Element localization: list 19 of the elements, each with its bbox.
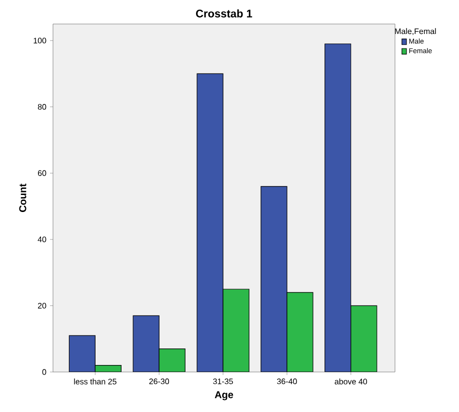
y-tick-label: 80 bbox=[38, 104, 46, 110]
x-axis-title: Age bbox=[214, 391, 234, 400]
bar bbox=[286, 292, 314, 372]
bar bbox=[222, 288, 250, 372]
chart-title: Crosstab 1 bbox=[196, 9, 252, 18]
y-tick-label: 40 bbox=[38, 236, 46, 242]
y-tick-label: 60 bbox=[38, 170, 46, 176]
bar bbox=[158, 348, 186, 372]
y-tick-label: 20 bbox=[38, 302, 46, 309]
x-tick-label: 36-40 bbox=[277, 378, 297, 384]
x-tick-label: less than 25 bbox=[74, 378, 116, 384]
y-tick-label: 0 bbox=[42, 369, 46, 375]
y-tick-label: 100 bbox=[34, 38, 46, 44]
bar bbox=[350, 305, 378, 372]
x-tick-label: 26-30 bbox=[149, 378, 170, 384]
x-tick-label: above 40 bbox=[334, 378, 368, 384]
y-axis-title: Count bbox=[19, 184, 26, 212]
legend-title: Male,Femal bbox=[395, 28, 436, 36]
x-tick-label: 31-35 bbox=[213, 378, 233, 384]
